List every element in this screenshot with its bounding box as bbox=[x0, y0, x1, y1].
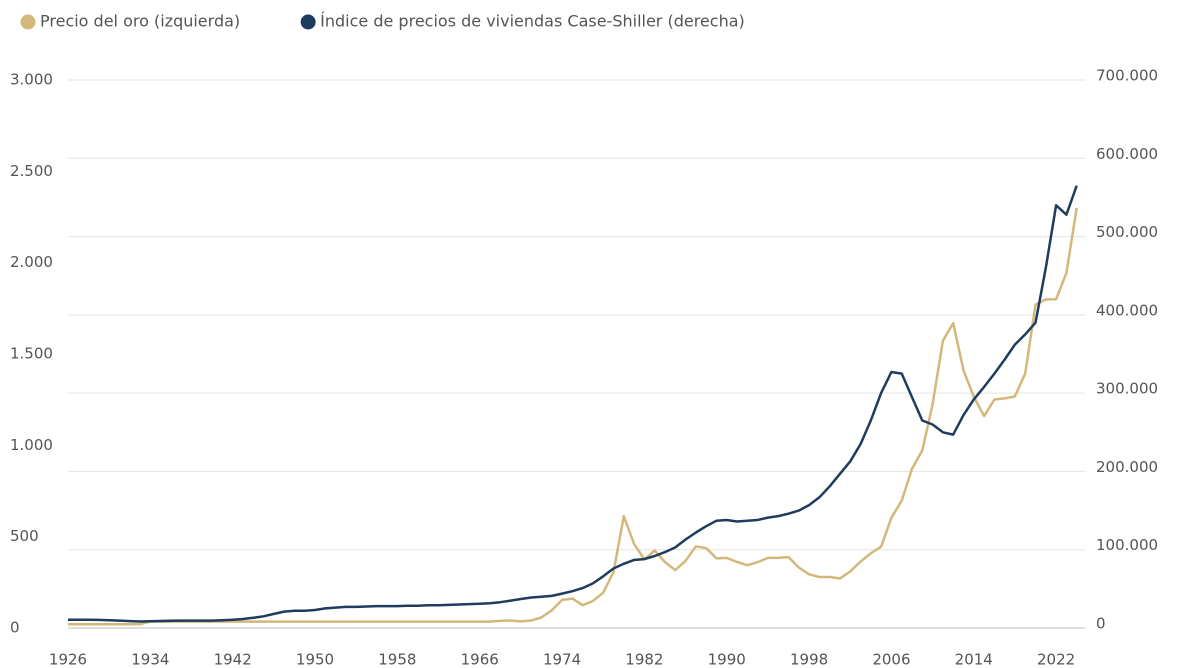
y2-tick-label: 400.000 bbox=[1096, 301, 1158, 319]
x-tick-label: 2014 bbox=[955, 651, 993, 668]
series-line bbox=[68, 185, 1078, 623]
y-tick-label: 1.500 bbox=[10, 345, 53, 363]
y2-tick-label: 200.000 bbox=[1096, 458, 1158, 476]
series-line bbox=[68, 207, 1078, 626]
y-tick-label: 3.000 bbox=[10, 71, 53, 89]
y2-tick-label: 700.000 bbox=[1096, 67, 1158, 85]
y-tick-label: 500 bbox=[10, 527, 39, 545]
y2-tick-label: 300.000 bbox=[1096, 380, 1158, 398]
x-tick-label: 2022 bbox=[1037, 651, 1075, 668]
legend-marker bbox=[300, 14, 316, 30]
y2-tick-label: 500.000 bbox=[1096, 223, 1158, 241]
y-tick-label: 1.000 bbox=[10, 436, 53, 454]
x-tick-label: 1966 bbox=[461, 651, 499, 668]
x-tick-label: 1934 bbox=[131, 651, 169, 668]
x-tick-label: 1926 bbox=[49, 651, 87, 668]
y-tick-label: 0 bbox=[10, 619, 20, 637]
x-tick-label: 1998 bbox=[790, 651, 828, 668]
y2-tick-label: 600.000 bbox=[1096, 145, 1158, 163]
y2-tick-label: 0 bbox=[1096, 615, 1106, 633]
legend-label: Precio del oro (izquierda) bbox=[40, 12, 240, 31]
y2-tick-label: 100.000 bbox=[1096, 536, 1158, 554]
x-tick-label: 2006 bbox=[872, 651, 910, 668]
y-tick-label: 2.500 bbox=[10, 162, 53, 180]
legend-label: Índice de precios de viviendas Case-Shil… bbox=[320, 12, 745, 31]
legend-marker bbox=[20, 14, 36, 30]
y-tick-label: 2.000 bbox=[10, 253, 53, 271]
x-tick-label: 1974 bbox=[543, 651, 581, 668]
x-tick-label: 1982 bbox=[625, 651, 663, 668]
x-tick-label: 1942 bbox=[214, 651, 252, 668]
x-tick-label: 1958 bbox=[378, 651, 416, 668]
x-tick-label: 1990 bbox=[708, 651, 746, 668]
x-tick-label: 1950 bbox=[296, 651, 334, 668]
